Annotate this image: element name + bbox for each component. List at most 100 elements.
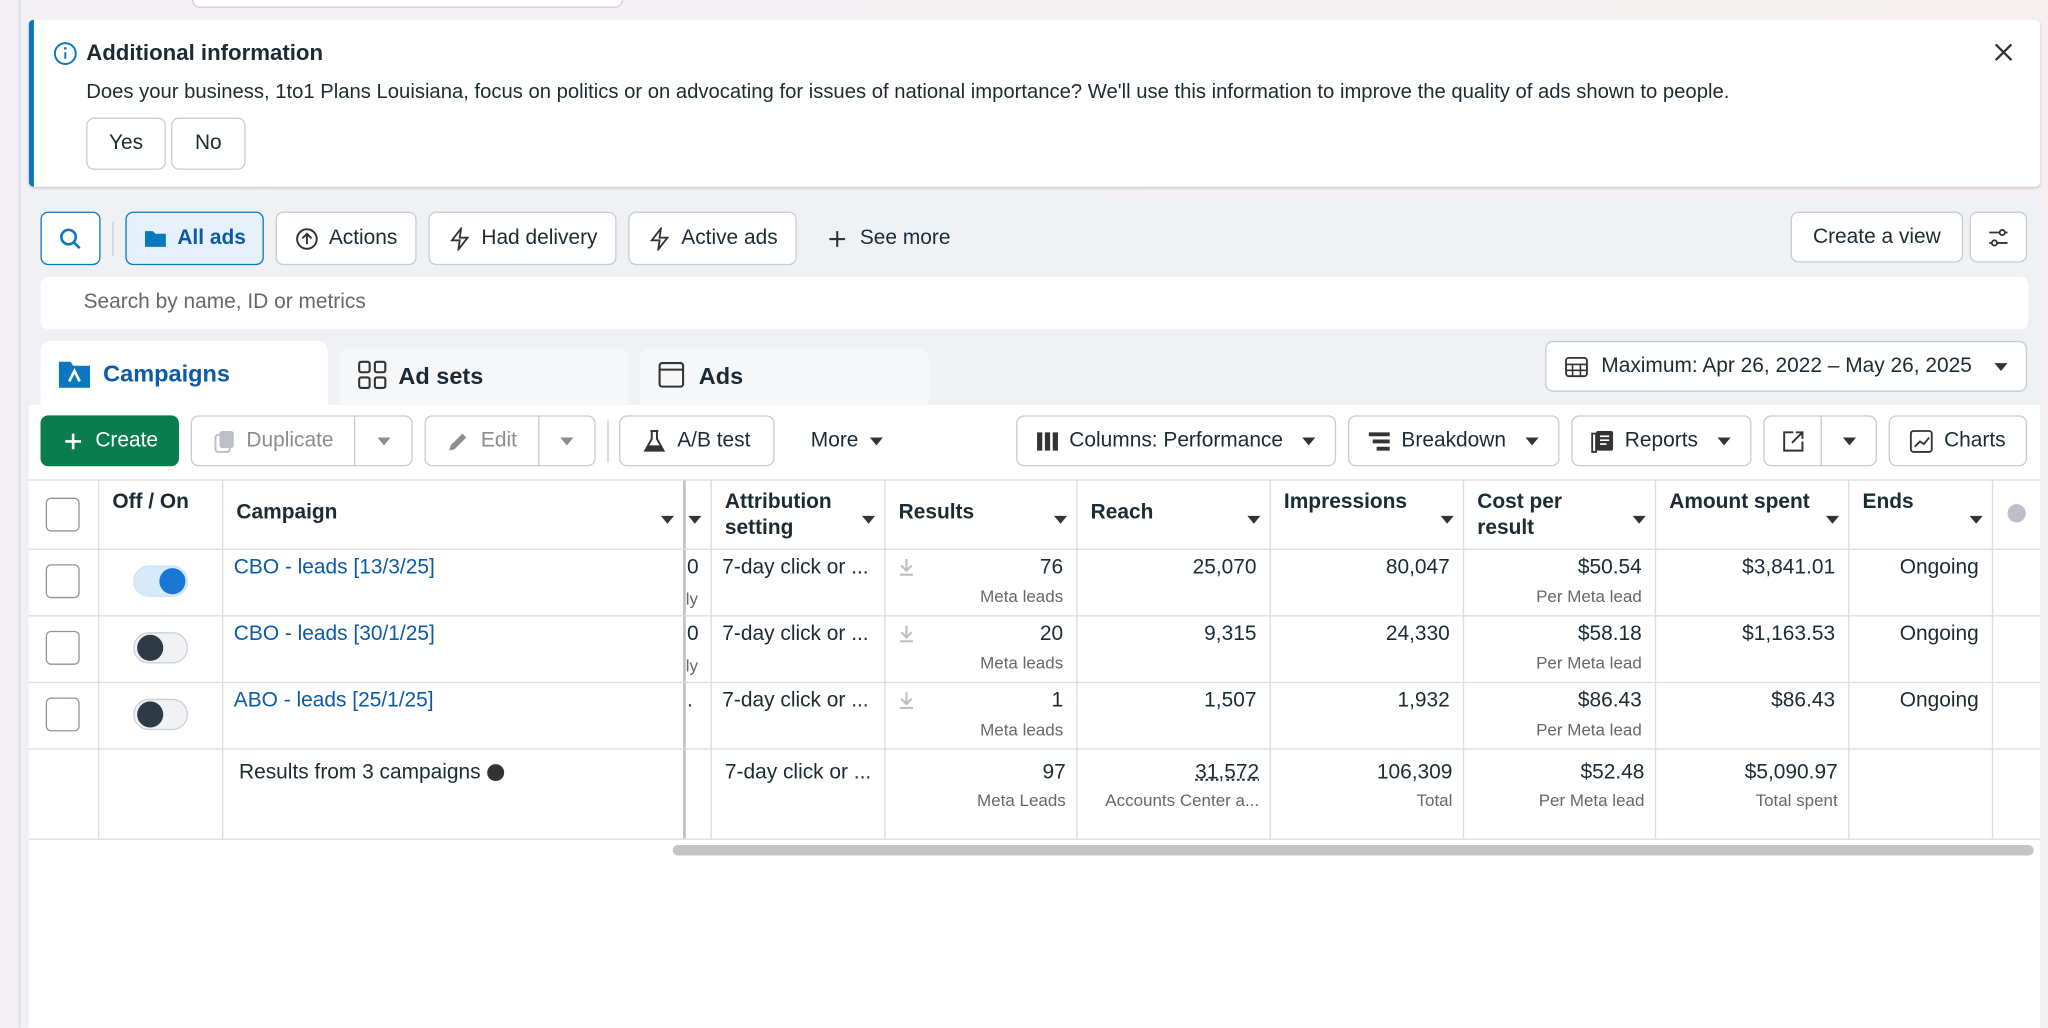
- column-header[interactable]: Cost per result: [1477, 491, 1562, 540]
- filter-label: Active ads: [681, 226, 778, 249]
- row-checkbox[interactable]: [45, 697, 80, 732]
- divider: [112, 222, 114, 256]
- more-button[interactable]: More: [794, 415, 901, 466]
- column-header[interactable]: Campaign: [236, 501, 338, 524]
- campaign-name[interactable]: ABO - leads [25/1/25]: [233, 689, 434, 712]
- tab-label: Ads: [698, 363, 744, 390]
- column-divider: [222, 479, 224, 839]
- duplicate-button[interactable]: Duplicate: [190, 415, 356, 467]
- create-view[interactable]: Create a view: [1790, 211, 1964, 263]
- clipped-menu: [687, 508, 703, 532]
- search-button[interactable]: [40, 211, 101, 266]
- search-bar[interactable]: Search by name, ID or metrics: [40, 276, 2029, 330]
- tab-ad-sets[interactable]: Ad sets: [339, 347, 629, 405]
- header-menu[interactable]: [1631, 508, 1647, 532]
- header-menu[interactable]: [1053, 508, 1069, 532]
- cost-per-result-sub: Per Meta lead: [1536, 586, 1642, 607]
- top-input[interactable]: [191, 0, 624, 8]
- ends: Ongoing: [1899, 556, 1979, 579]
- column-header[interactable]: Results: [898, 501, 975, 524]
- row-checkbox[interactable]: [45, 564, 80, 599]
- column-header[interactable]: Amount spent: [1669, 491, 1810, 514]
- total-reach-sub: Accounts Center a...: [1105, 790, 1260, 810]
- row-divider: [28, 748, 2041, 750]
- toggle-knob: [159, 568, 186, 595]
- campaign-table: Off / On Campaign Attribution setting Resul…: [28, 479, 2041, 858]
- tab-ads[interactable]: Ads: [639, 347, 929, 405]
- header-checkbox[interactable]: [45, 497, 80, 532]
- ab-test-button[interactable]: A/B test: [619, 415, 775, 467]
- add-column[interactable]: [2007, 504, 2026, 523]
- filter-actions[interactable]: Actions: [275, 211, 417, 266]
- column-header[interactable]: Impressions: [1283, 491, 1408, 514]
- amount-spent: $86.43: [1771, 689, 1836, 712]
- breakdown-button[interactable]: Breakdown: [1347, 415, 1560, 467]
- column-header[interactable]: Attribution setting: [724, 491, 832, 540]
- row-divider: [28, 548, 2041, 550]
- banner-title: Additional information: [86, 40, 324, 66]
- row-checkbox[interactable]: [45, 630, 80, 665]
- reach: 1,507: [1204, 689, 1257, 712]
- settings-button[interactable]: [1969, 211, 2028, 263]
- reach: 25,070: [1192, 556, 1257, 579]
- no-button[interactable]: No: [171, 117, 246, 170]
- date-range[interactable]: Maximum: Apr 26, 2022 – May 26, 2025: [1545, 340, 2028, 392]
- scrollbar[interactable]: [672, 845, 2034, 856]
- export-dropdown[interactable]: [1820, 415, 1877, 467]
- campaign-name[interactable]: CBO - leads [30/1/25]: [233, 623, 435, 646]
- date-range-label: Maximum: Apr 26, 2022 – May 26, 2025: [1601, 354, 1972, 377]
- button-label: Duplicate: [246, 429, 334, 452]
- results-sub: Meta leads: [980, 586, 1064, 607]
- cost-per-result-sub: Per Meta lead: [1536, 719, 1642, 740]
- header-menu[interactable]: [1968, 508, 1984, 532]
- content: [28, 404, 2041, 1028]
- column-divider: [1076, 479, 1078, 839]
- header-menu[interactable]: [1439, 508, 1455, 532]
- download-icon: [899, 558, 915, 583]
- create-button[interactable]: Create: [40, 415, 179, 467]
- button-label: Charts: [1944, 429, 2006, 452]
- results: 1: [1051, 689, 1064, 712]
- header-menu[interactable]: [1825, 508, 1841, 532]
- charts-button[interactable]: Charts: [1888, 415, 2028, 467]
- export-button[interactable]: [1763, 415, 1823, 467]
- close-icon[interactable]: [1993, 42, 2014, 63]
- filter-active-ads[interactable]: Active ads: [628, 211, 797, 266]
- campaign-name[interactable]: CBO - leads [13/3/25]: [233, 556, 435, 579]
- column-divider: [1462, 479, 1465, 839]
- columns-button[interactable]: Columns: Performance: [1016, 415, 1337, 467]
- status-toggle[interactable]: [133, 565, 189, 597]
- filter-had-delivery[interactable]: Had delivery: [428, 211, 617, 266]
- filter-all-ads[interactable]: All ads: [125, 211, 264, 266]
- reports-button[interactable]: Reports: [1571, 415, 1752, 467]
- edit-button[interactable]: Edit: [424, 415, 540, 467]
- column-header[interactable]: Ends: [1862, 491, 1914, 514]
- header-menu[interactable]: [861, 508, 877, 532]
- see-more[interactable]: See more: [816, 212, 960, 266]
- button-label: Reports: [1624, 429, 1698, 452]
- status-toggle[interactable]: [133, 632, 189, 664]
- status-toggle[interactable]: [133, 698, 189, 731]
- total-results: 97: [1042, 761, 1066, 784]
- yes-button[interactable]: Yes: [86, 117, 166, 170]
- filter-label: All ads: [177, 226, 246, 249]
- column-header[interactable]: Reach: [1090, 501, 1154, 524]
- header-menu[interactable]: [660, 508, 676, 532]
- row-divider: [28, 838, 2041, 840]
- total-cost: $52.48: [1580, 761, 1645, 784]
- duplicate-dropdown[interactable]: [353, 415, 413, 467]
- column-header[interactable]: Off / On: [112, 491, 189, 514]
- button-label: A/B test: [677, 429, 751, 452]
- edit-dropdown[interactable]: [538, 415, 596, 467]
- cost-per-result-sub: Per Meta lead: [1536, 653, 1642, 673]
- column-divider: [97, 479, 100, 839]
- divider: [607, 420, 609, 463]
- tab-icon: [358, 360, 387, 389]
- clipped-value: 0: [687, 556, 699, 579]
- button-label: Create: [95, 429, 159, 452]
- totals-label: Results from 3 campaigns: [239, 761, 481, 784]
- header-menu[interactable]: [1246, 508, 1262, 532]
- column-divider: [884, 479, 886, 839]
- tab-campaigns[interactable]: Campaigns: [40, 340, 328, 413]
